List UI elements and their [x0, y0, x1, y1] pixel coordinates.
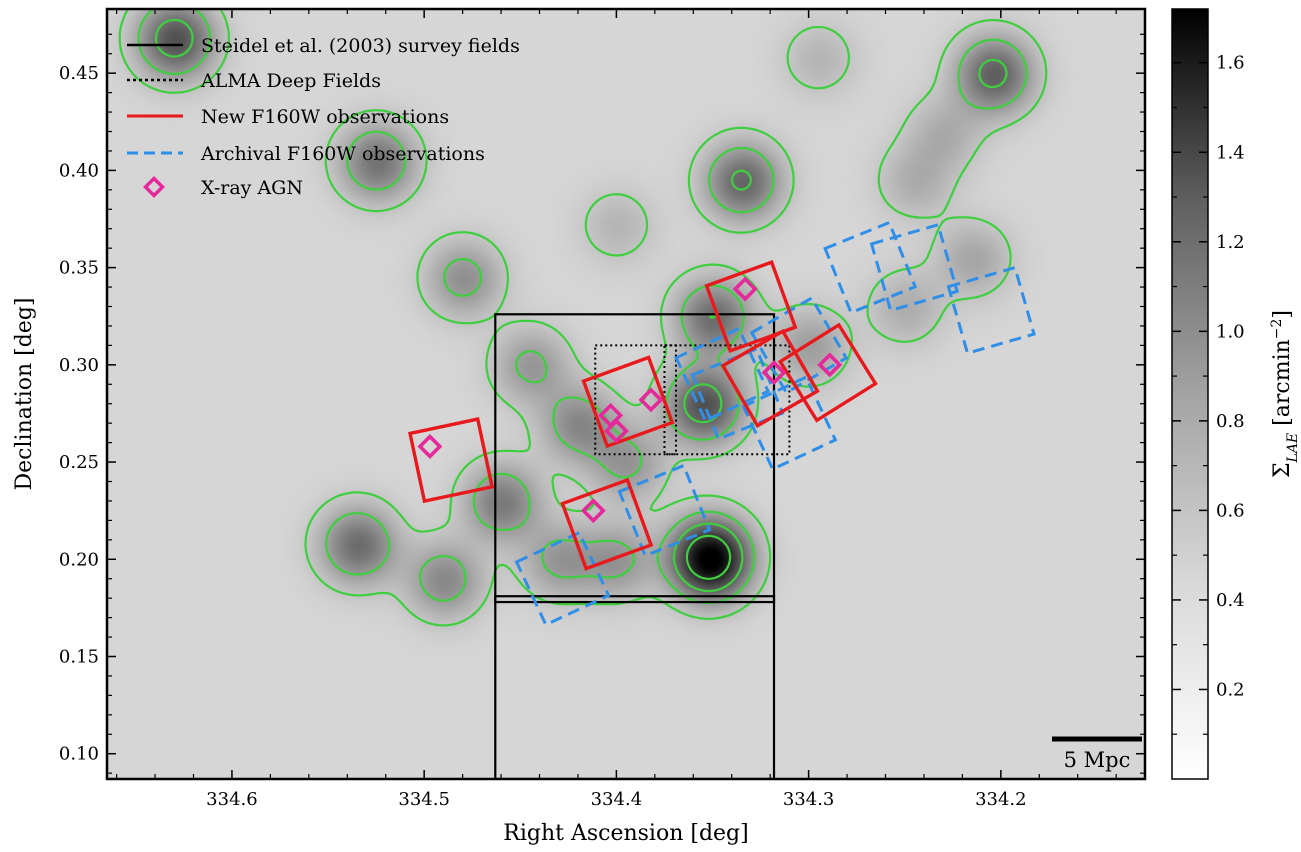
density-contour-level-3 — [154, 18, 1008, 593]
colorbar-label: ΣLAE [arcmin−2] — [1269, 310, 1301, 478]
scale-bar: 5 Mpc — [1052, 736, 1142, 772]
lae-density-map — [107, 9, 1145, 779]
xray-agn-5 — [580, 498, 606, 524]
y-tick-label: 0.45 — [59, 63, 99, 84]
archival-f160w-field-5 — [690, 347, 785, 441]
y-tick-label: 0.35 — [59, 258, 99, 279]
colorbar-gradient — [1171, 8, 1209, 780]
colorbar-ticks: 0.2 0.4 0.6 0.8 1.0 1.2 1.4 1.6 — [1172, 53, 1245, 735]
x-tick-label: 334.6 — [206, 789, 258, 810]
colorbar-label-unit: [arcmin — [1270, 339, 1295, 433]
colorbar-tick-label: 1.2 — [1216, 232, 1245, 253]
new-f160w-field-6 — [777, 322, 878, 423]
legend-archival-f160w-label: Archival F160W observations — [200, 143, 485, 165]
colorbar-tick-label: 1.0 — [1216, 321, 1245, 342]
colorbar-tick-label: 1.4 — [1216, 142, 1245, 163]
x-tick-label: 334.4 — [591, 789, 643, 810]
colorbar-tick-label: 0.8 — [1216, 411, 1245, 432]
alma-field-1 — [594, 344, 677, 456]
new-f160w-field-5 — [720, 328, 820, 429]
x-tick-label: 334.5 — [398, 789, 450, 810]
colorbar-label-symbol: Σ — [1270, 462, 1295, 478]
y-tick-label: 0.20 — [59, 549, 99, 570]
xray-agn-markers — [417, 276, 843, 524]
archival-f160w-fields — [514, 220, 1036, 627]
legend-xray-agn-label: X-ray AGN — [201, 177, 303, 199]
legend-steidel-label: Steidel et al. (2003) survey fields — [201, 35, 520, 57]
archival-f160w-field-2 — [869, 222, 959, 313]
x-tick-label: 334.2 — [975, 789, 1027, 810]
colorbar-tick-label: 0.4 — [1216, 590, 1245, 611]
archival-f160w-field-7 — [741, 375, 838, 472]
xray-agn-6 — [732, 276, 758, 302]
x-tick-label: 334.3 — [783, 789, 835, 810]
new-f160w-fields — [408, 259, 878, 571]
alma-field-2 — [663, 344, 791, 456]
plot-area: 334.6 334.5 334.4 334.3 334.2 0.10 0.15 0.20 0.2… — [59, 7, 1147, 810]
new-f160w-field-4 — [704, 259, 798, 354]
legend-alma-label: ALMA Deep Fields — [200, 70, 381, 92]
steidel-survey-fields — [494, 313, 776, 779]
archival-f160w-field-8 — [617, 463, 712, 558]
density-contour-level-4 — [685, 534, 732, 580]
y-tick-label: 0.40 — [59, 160, 99, 181]
colorbar-label-close: ] — [1270, 310, 1295, 319]
y-tick-label: 0.10 — [59, 744, 99, 765]
colorbar-label-sub: LAE — [1285, 433, 1301, 464]
archival-f160w-field-6 — [674, 326, 771, 423]
legend: Steidel et al. (2003) survey fields ALMA… — [127, 35, 520, 199]
archival-f160w-field-3 — [946, 265, 1036, 356]
new-f160w-field-1 — [408, 417, 495, 504]
scale-bar-label: 5 Mpc — [1064, 748, 1131, 772]
y-tick-label: 0.15 — [59, 647, 99, 668]
y-tick-label: 0.30 — [59, 355, 99, 376]
archival-f160w-field-4 — [749, 296, 849, 395]
archival-f160w-field-1 — [823, 220, 918, 315]
new-f160w-field-2 — [581, 355, 675, 449]
steidel-field-1 — [494, 313, 776, 604]
colorbar: 0.2 0.4 0.6 0.8 1.0 1.2 1.4 1.6 ΣLAE [arcmin−2] — [1171, 8, 1301, 780]
xray-agn-7 — [761, 360, 787, 386]
plot-frame — [105, 7, 1147, 781]
x-axis-label: Right Ascension [deg] — [503, 821, 748, 846]
axis-ticks: 334.6 334.5 334.4 334.3 334.2 0.10 0.15 0.20 0.2… — [59, 9, 1145, 810]
xray-agn-1 — [417, 434, 443, 459]
new-f160w-field-3 — [560, 477, 654, 571]
y-tick-label: 0.25 — [59, 452, 99, 473]
colorbar-tick-label: 1.6 — [1216, 53, 1245, 74]
legend-xray-agn-marker — [143, 176, 165, 198]
xray-agn-8 — [817, 352, 843, 378]
density-contours — [118, 9, 1048, 627]
y-axis-label: Declination [deg] — [12, 298, 37, 491]
colorbar-label-sup: −2 — [1269, 319, 1285, 340]
xray-agn-3 — [603, 418, 629, 444]
alma-deep-fields — [594, 344, 791, 456]
colorbar-tick-label: 0.6 — [1216, 500, 1245, 521]
legend-new-f160w-label: New F160W observations — [201, 106, 449, 128]
steidel-field-2 — [494, 595, 776, 779]
xray-agn-4 — [638, 387, 664, 413]
colorbar-tick-label: 0.2 — [1216, 679, 1245, 700]
